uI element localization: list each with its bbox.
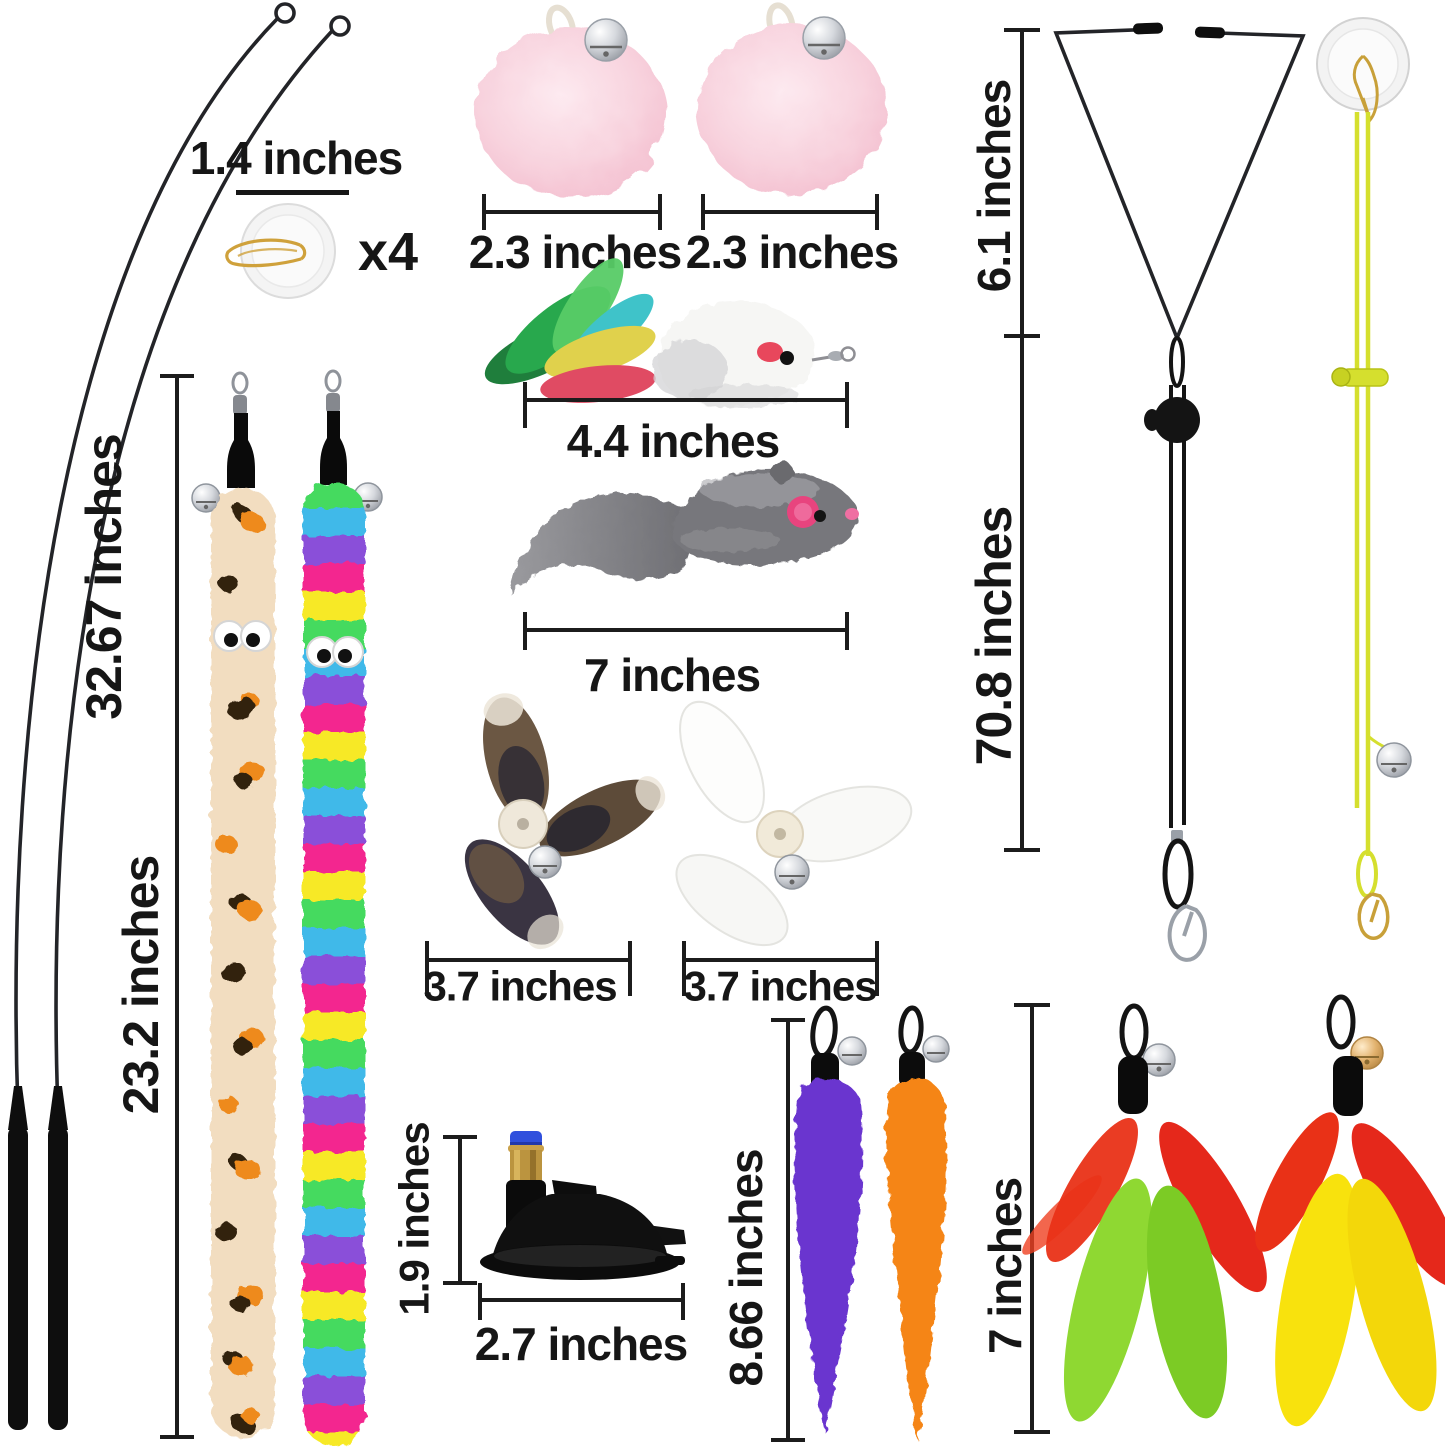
- measure-pompom-left: 2.3 inches: [469, 194, 682, 278]
- measure-suction-height: 1.9 inches: [391, 1122, 477, 1316]
- measure-wand-cover: 32.67 inches 23.2 inches: [76, 374, 194, 1439]
- measure-furry-mouse: 7 inches: [523, 612, 849, 701]
- measure-hanging-rope: 70.8 inches: [966, 336, 1040, 852]
- gold-clasp-icon: [1357, 892, 1390, 940]
- suction-height-label: 1.9 inches: [391, 1122, 438, 1315]
- mouse-nose: [757, 342, 783, 362]
- measure-hook-suction: 1.4 inches x4: [190, 132, 418, 282]
- wand-rainbow: [303, 369, 383, 1446]
- bell-icon: [1142, 1043, 1176, 1077]
- pompom-right: [697, 2, 887, 195]
- mouse-eye: [780, 351, 794, 365]
- googly-eyes: [213, 620, 272, 652]
- measure-propeller-dark: 3.7 inches: [423, 941, 632, 1010]
- teaser-rods: [8, 2, 351, 1430]
- worm-orange: [886, 1005, 950, 1441]
- rod-handle: [8, 1126, 28, 1430]
- feather-refill-green: [1022, 1003, 1267, 1422]
- suction-rope-yellow: [1316, 17, 1412, 940]
- propeller-dark: [464, 693, 666, 950]
- rod-tip-ring: [274, 2, 296, 24]
- hook-suction-label: 1.4 inches: [190, 132, 402, 184]
- bell-icon: [837, 1036, 867, 1066]
- googly-eyes: [306, 636, 364, 668]
- bell-icon: [774, 854, 810, 890]
- measure-door-hanger: 6.1 inches: [968, 28, 1040, 338]
- door-hanger-label: 6.1 inches: [968, 80, 1020, 292]
- measure-worm: 8.66 inches: [720, 1018, 805, 1442]
- wand-length-label: 23.2 inches: [113, 856, 169, 1115]
- hanging-rope-label: 70.8 inches: [966, 507, 1022, 766]
- bell-icon: [584, 18, 628, 62]
- measure-feather-refill: 7 inches: [979, 1003, 1050, 1434]
- worm-label: 8.66 inches: [720, 1149, 772, 1386]
- propeller-white-label: 3.7 inches: [683, 963, 876, 1010]
- pompom-right-label: 2.3 inches: [686, 226, 898, 278]
- door-hanger-rope: [1053, 22, 1306, 962]
- propeller-white: [675, 700, 913, 947]
- cord-adjuster-clip: [1331, 367, 1389, 387]
- hook-suction-cup: [225, 203, 336, 299]
- clasp-hook-icon: [1167, 904, 1207, 962]
- wand-leopard: [191, 371, 275, 1438]
- bell-icon: [191, 483, 221, 513]
- propeller-dark-label: 3.7 inches: [423, 963, 616, 1010]
- feather-refill-label: 7 inches: [979, 1178, 1031, 1354]
- rod-length-label: 32.67 inches: [76, 434, 132, 719]
- measure-propeller-white: 3.7 inches: [682, 941, 879, 1010]
- suction-width-label: 2.7 inches: [475, 1318, 687, 1370]
- pompom-left: [475, 4, 665, 197]
- gold-hook-icon: [225, 238, 307, 268]
- measure-feather-mouse: 4.4 inches: [523, 382, 849, 467]
- mouse-nose: [845, 508, 859, 520]
- furry-mouse-label: 7 inches: [584, 649, 760, 701]
- cord-adjuster-ball: [1154, 397, 1200, 443]
- swivel-clip-icon: [811, 346, 856, 362]
- furry-mouse: [510, 461, 859, 594]
- bell-icon: [922, 1035, 950, 1063]
- rod-tip-ring: [329, 15, 351, 37]
- leopard-spots: [215, 504, 265, 1434]
- bell-icon: [802, 16, 846, 60]
- feather-mouse: [484, 258, 856, 408]
- worm-purple: [794, 1005, 867, 1433]
- feather-tail: [484, 258, 656, 403]
- measure-suction-width: 2.7 inches: [475, 1283, 688, 1370]
- rod-handle: [48, 1126, 68, 1430]
- pompom-left-label: 2.3 inches: [469, 226, 681, 278]
- measure-pompom-right: 2.3 inches: [686, 194, 899, 278]
- suction-mount: [480, 1131, 686, 1280]
- feather-refill-yellow: [1255, 994, 1445, 1427]
- bell-icon: [528, 845, 562, 879]
- bell-icon: [1376, 742, 1412, 778]
- mouse-eye: [814, 510, 826, 522]
- feather-mouse-label: 4.4 inches: [567, 415, 779, 467]
- hook-suction-count: x4: [358, 222, 418, 282]
